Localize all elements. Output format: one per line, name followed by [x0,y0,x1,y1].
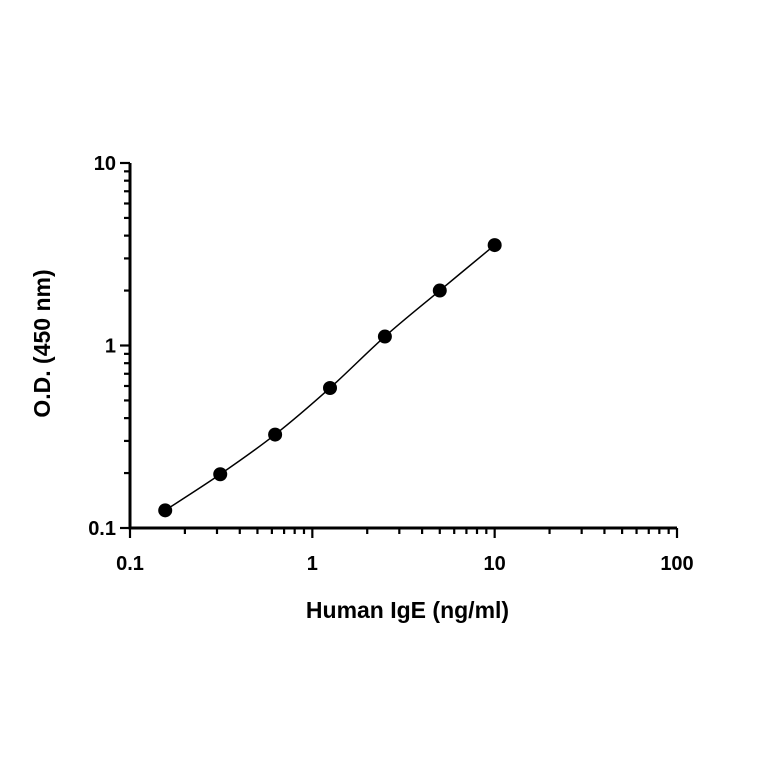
x-axis-title: Human IgE (ng/ml) [306,597,509,623]
y-tick-label: 10 [94,153,116,175]
axes [128,163,677,530]
y-tick-label: 0.1 [88,518,116,540]
x-tick-label: 1 [307,553,318,575]
x-tick-label: 10 [484,553,506,575]
data-point [432,283,447,298]
y-axis-title: O.D. (450 nm) [29,269,55,417]
data-point [213,467,228,482]
tick-marks [120,161,679,538]
data-point [158,503,173,518]
tick-labels: 0.1 1 10 100 0.1 1 10 [88,153,694,575]
data-point [487,238,502,253]
y-tick-label: 1 [105,336,116,358]
data-point [377,329,392,344]
data-point [268,427,283,442]
data-points [158,238,502,518]
x-tick-label: 0.1 [116,553,144,575]
data-point [323,380,338,395]
x-tick-label: 100 [660,553,693,575]
